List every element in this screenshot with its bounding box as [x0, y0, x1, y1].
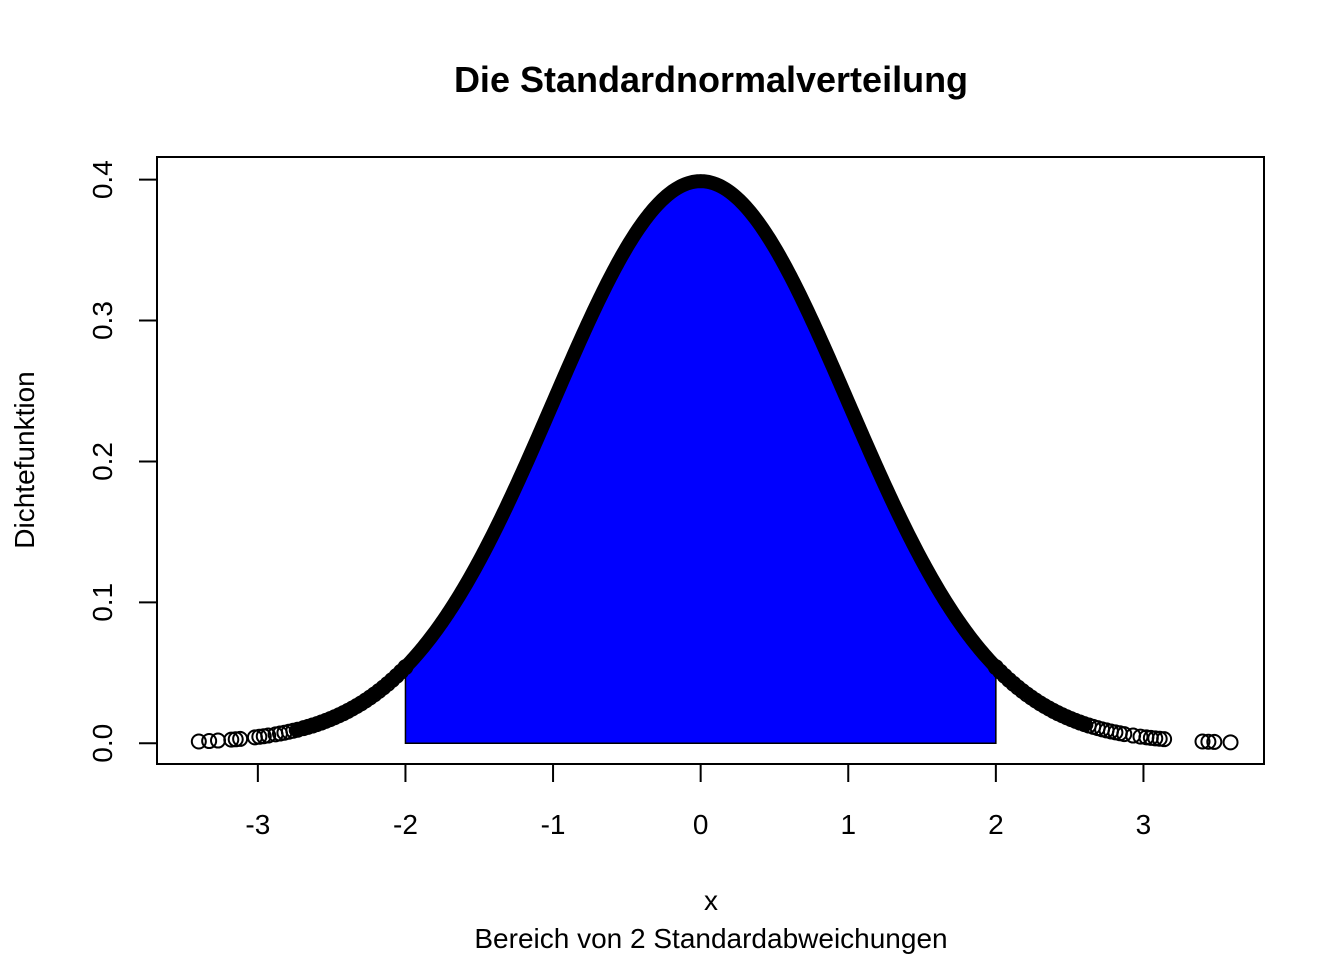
x-tick-label: -2 [393, 809, 418, 840]
data-point [379, 675, 396, 692]
y-tick-label: 0.0 [87, 724, 118, 763]
data-point [1206, 733, 1223, 750]
data-point [992, 663, 1009, 680]
data-point [201, 733, 218, 750]
data-point [397, 659, 414, 676]
x-tick-label: -3 [245, 809, 270, 840]
y-axis-label: Dichtefunktion [9, 371, 40, 548]
x-tick-label: 2 [988, 809, 1004, 840]
y-axis: 0.0 0.1 0.2 0.3 0.4 [87, 160, 158, 763]
x-tick-label: 3 [1136, 809, 1152, 840]
data-point [260, 727, 277, 744]
y-tick-label: 0.2 [87, 442, 118, 481]
data-point [1222, 734, 1239, 751]
data-point [384, 671, 401, 688]
data-point [388, 667, 405, 684]
shaded-area-group [404, 180, 997, 744]
x-tick-label: 0 [693, 809, 709, 840]
data-point [289, 721, 306, 738]
data-point [1194, 733, 1211, 750]
x-axis-label: x [704, 885, 718, 916]
data-point [1200, 733, 1217, 750]
chart-title: Die Standardnormalverteilung [454, 59, 968, 100]
x-axis: -3 -2 -1 0 1 2 3 [245, 763, 1152, 840]
data-point [1156, 731, 1173, 748]
density-curve [383, 174, 1018, 689]
y-tick-label: 0.4 [87, 160, 118, 199]
chart-subtitle: Bereich von 2 Standardabweichungen [474, 923, 947, 954]
data-point [393, 663, 410, 680]
x-tick-label: -1 [541, 809, 566, 840]
y-tick-label: 0.1 [87, 583, 118, 622]
data-point [210, 732, 226, 749]
data-point [996, 667, 1013, 684]
data-point [987, 659, 1004, 676]
shaded-area [404, 180, 997, 744]
data-point [190, 733, 207, 750]
data-points-group [190, 659, 1239, 751]
x-tick-label: 1 [840, 809, 856, 840]
data-point [1116, 726, 1133, 743]
y-tick-label: 0.3 [87, 301, 118, 340]
